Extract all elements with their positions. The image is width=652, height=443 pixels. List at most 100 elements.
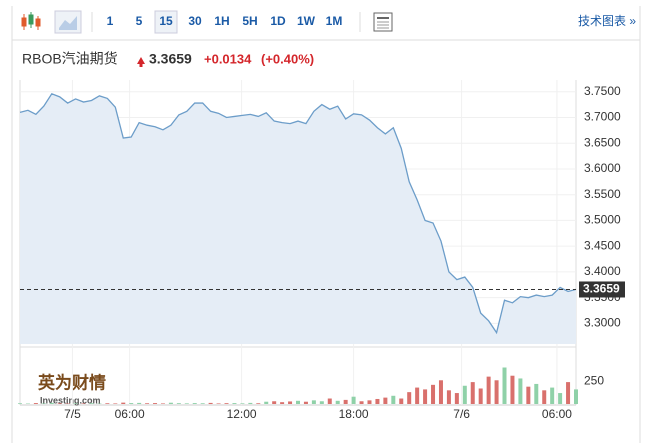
y-tick-label: 3.5000 bbox=[584, 213, 621, 227]
volume-bar bbox=[49, 402, 54, 404]
volume-bar bbox=[542, 390, 547, 404]
volume-bar bbox=[18, 403, 22, 404]
interval-button[interactable]: 1 bbox=[107, 14, 114, 28]
volume-bar bbox=[153, 403, 158, 404]
volume-bar bbox=[478, 388, 483, 404]
logo-site: Investing.com bbox=[40, 395, 101, 405]
volume-bar bbox=[510, 375, 515, 404]
y-tick-label: 3.4000 bbox=[584, 264, 621, 278]
x-tick-label: 06:00 bbox=[115, 407, 145, 421]
volume-bar bbox=[176, 403, 181, 404]
last-price-box bbox=[579, 281, 625, 298]
volume-bar bbox=[351, 396, 356, 404]
volume-bar bbox=[168, 402, 173, 404]
title: RBOB汽油期货 bbox=[22, 51, 118, 67]
tech-chart-link[interactable]: 技术图表 » bbox=[578, 14, 636, 28]
volume-bar bbox=[288, 401, 293, 404]
volume-bar bbox=[41, 403, 46, 404]
volume-bar bbox=[558, 393, 563, 404]
price-line bbox=[19, 92, 577, 335]
x-tick-label: 06:00 bbox=[542, 407, 572, 421]
interval-button[interactable]: 15 bbox=[159, 14, 173, 28]
volume-bar bbox=[89, 403, 94, 404]
volume-tick-label: 250 bbox=[584, 373, 604, 387]
volume-bar bbox=[423, 389, 428, 404]
interval-button[interactable]: 1M bbox=[326, 14, 343, 28]
volume-bar bbox=[470, 382, 475, 404]
volume-bar bbox=[375, 398, 380, 404]
volume-bar bbox=[502, 367, 507, 404]
volume-bar bbox=[327, 398, 332, 404]
up-arrow bbox=[137, 57, 145, 67]
price: 3.3659 bbox=[149, 51, 192, 67]
volume-bar bbox=[494, 380, 499, 404]
y-tick-label: 3.6500 bbox=[584, 135, 621, 149]
volume-bar bbox=[462, 385, 467, 404]
interval-button[interactable]: 30 bbox=[188, 14, 202, 28]
y-tick-label: 3.7500 bbox=[584, 84, 621, 98]
volume-bar bbox=[192, 403, 197, 404]
volume-bar bbox=[137, 402, 142, 404]
volume-bar bbox=[311, 400, 316, 404]
active-button-bg bbox=[154, 10, 178, 34]
volume-bar bbox=[240, 403, 245, 404]
change: +0.0134 bbox=[204, 51, 252, 66]
volume-bar bbox=[57, 403, 62, 404]
volume-bar bbox=[391, 395, 396, 404]
volume-bar bbox=[438, 380, 443, 404]
volume-bar bbox=[518, 378, 523, 404]
volume-bar bbox=[335, 400, 340, 404]
volume-bar bbox=[113, 403, 118, 404]
volume-bar bbox=[129, 403, 134, 404]
volume-bar bbox=[224, 403, 229, 404]
volume-bar bbox=[303, 401, 308, 404]
volume-bar bbox=[566, 382, 571, 404]
change-pct: (+0.40%) bbox=[261, 51, 314, 66]
volume-bar bbox=[296, 400, 300, 404]
volume-bar bbox=[574, 389, 578, 404]
volume-bar bbox=[200, 403, 205, 404]
volume-bar bbox=[407, 392, 412, 404]
volume-bar bbox=[105, 403, 110, 404]
x-tick-label: 12:00 bbox=[227, 407, 257, 421]
y-tick-label: 3.6000 bbox=[584, 161, 621, 175]
volume-bar bbox=[208, 402, 213, 404]
y-tick-label: 3.5500 bbox=[584, 187, 621, 201]
volume-bar bbox=[81, 403, 86, 404]
volume-bar bbox=[232, 403, 237, 404]
y-tick-label: 3.7000 bbox=[584, 110, 621, 124]
x-tick-label: 18:00 bbox=[339, 407, 369, 421]
volume-bar bbox=[550, 387, 555, 404]
volume-bar bbox=[486, 376, 491, 404]
volume-bar bbox=[264, 401, 269, 404]
volume-bar bbox=[367, 400, 372, 404]
volume-bar bbox=[33, 403, 38, 404]
volume-bar bbox=[272, 401, 277, 404]
interval-button[interactable]: 1H bbox=[214, 14, 229, 28]
volume-bar bbox=[121, 402, 126, 404]
table-icon[interactable] bbox=[373, 12, 393, 32]
candle-icon[interactable] bbox=[21, 12, 41, 30]
interval-button[interactable]: 5H bbox=[242, 14, 257, 28]
volume-bar bbox=[383, 397, 388, 404]
interval-button[interactable]: 5 bbox=[136, 14, 143, 28]
volume-bar bbox=[415, 387, 420, 404]
interval-button[interactable]: 1D bbox=[270, 14, 286, 28]
x-tick-label: 7/5 bbox=[64, 407, 81, 421]
volume-bar bbox=[343, 399, 348, 404]
volume-bar bbox=[248, 402, 253, 404]
y-tick-label: 3.4500 bbox=[584, 238, 621, 252]
volume-bar bbox=[526, 386, 531, 404]
area-icon-shape bbox=[59, 16, 77, 30]
volume-bar bbox=[280, 402, 285, 404]
volume-bar bbox=[73, 403, 78, 404]
interval-button[interactable]: 1W bbox=[297, 14, 316, 28]
volume-bar bbox=[431, 384, 436, 404]
volume-bar bbox=[145, 403, 150, 404]
volume-bar bbox=[446, 390, 451, 404]
x-tick-label: 7/6 bbox=[453, 407, 470, 421]
volume-bar bbox=[184, 403, 189, 404]
area-fill bbox=[20, 93, 576, 344]
